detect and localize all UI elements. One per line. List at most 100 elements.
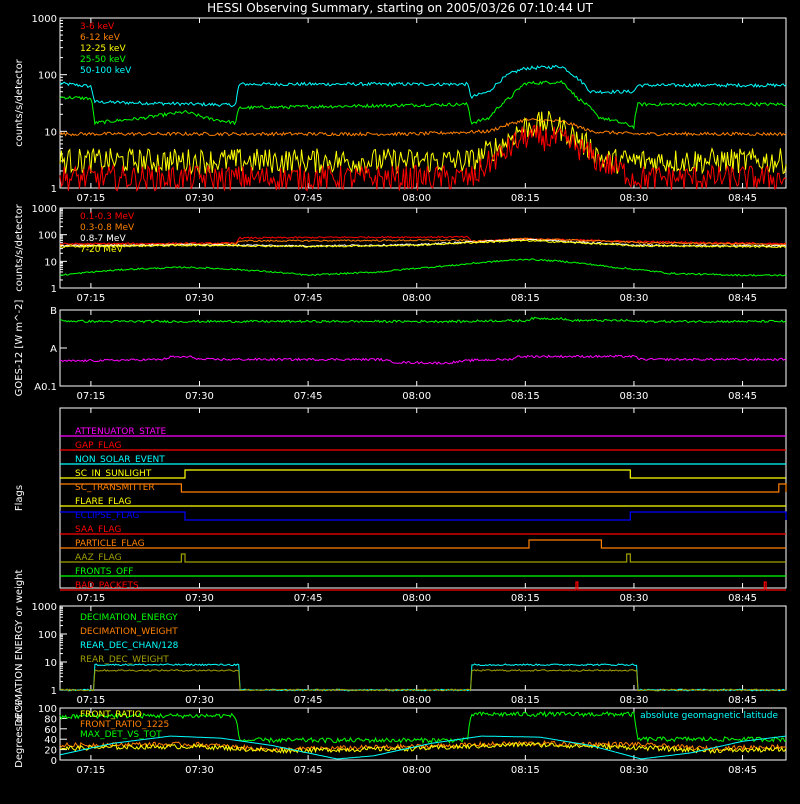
- y-tick-label: 80: [44, 714, 57, 725]
- series-line: [59, 64, 787, 108]
- flag-label: SC_IN_SUNLIGHT: [75, 469, 152, 479]
- series-line: [59, 124, 787, 192]
- x-tick-label: 08:30: [620, 193, 649, 204]
- legend-entry: 3-6 keV: [80, 22, 115, 32]
- x-tick-label: 08:45: [728, 593, 757, 604]
- flag-line: [60, 581, 786, 591]
- y-tick-label: 1000: [32, 602, 57, 613]
- legend-entry: 6-12 keV: [80, 33, 121, 43]
- x-tick-label: 07:15: [76, 193, 105, 204]
- x-tick-label: 07:45: [294, 765, 323, 776]
- y-axis-label: counts/s/detector: [14, 203, 25, 291]
- x-tick-label: 08:00: [402, 593, 431, 604]
- y-tick-label: 1: [51, 686, 57, 697]
- flag-label: ECLIPSE_FLAG: [75, 511, 139, 521]
- series-line: [59, 354, 787, 365]
- series-line: [59, 735, 787, 760]
- x-tick-label: 07:15: [76, 695, 105, 706]
- series-line: [60, 316, 787, 324]
- x-tick-label: 07:45: [294, 293, 323, 304]
- panel-p4: 07:15 07:30 07:45 08:00 08:15 08:30 08:45 Flags…: [14, 407, 787, 604]
- y-tick-label: 100: [38, 630, 57, 641]
- x-tick-label: 07:30: [185, 391, 214, 402]
- legend-entry: DECIMATION_ENERGY: [80, 613, 178, 623]
- flag-line: [60, 511, 787, 521]
- x-tick-label: 08:00: [402, 391, 431, 402]
- x-tick-label: 08:00: [402, 765, 431, 776]
- series-line: [59, 258, 787, 277]
- x-tick-label: 07:45: [294, 391, 323, 402]
- x-tick-label: 08:45: [728, 765, 757, 776]
- flag-label: FLARE_FLAG: [75, 497, 131, 507]
- x-tick-label: 08:45: [728, 695, 757, 706]
- x-tick-label: 08:15: [511, 765, 540, 776]
- legend-entry: REAR_DEC_WEIGHT: [80, 655, 169, 665]
- series-line: [59, 110, 787, 176]
- x-tick-label: 08:15: [511, 193, 540, 204]
- y-tick-label: 1000: [32, 14, 57, 25]
- panel-p5: 07:15 07:30 07:45 08:00 08:15 08:30 08:45 1 10 10…: [14, 569, 787, 726]
- x-tick-label: 08:00: [402, 193, 431, 204]
- y-tick-label: 20: [44, 746, 57, 757]
- y-axis-label: counts/s/detector: [14, 58, 25, 146]
- plot-frame: [59, 407, 787, 589]
- legend-entry: 12-25 keV: [80, 44, 126, 54]
- y-tick-label: 1000: [32, 204, 57, 215]
- series-line: [59, 710, 787, 745]
- y-tick-label: B: [50, 306, 57, 317]
- y-axis-label: GOES-12 [W m^-2]: [14, 300, 25, 397]
- y-tick-label: 1: [51, 284, 57, 295]
- flag-label: PARTICLE_FLAG: [75, 539, 145, 549]
- x-tick-label: 07:30: [185, 193, 214, 204]
- flag-line: [60, 469, 786, 479]
- x-tick-label: 07:15: [76, 593, 105, 604]
- x-tick-label: 07:45: [294, 695, 323, 706]
- y-axis-label: Degrees or %: [14, 700, 25, 768]
- series-line: [59, 741, 787, 755]
- panel-p3: 07:15 07:30 07:45 08:00 08:15 08:30 08:45 B A A0.…: [14, 300, 787, 402]
- x-tick-label: 08:30: [620, 765, 649, 776]
- series-line: [59, 239, 787, 249]
- series-line: [59, 117, 787, 137]
- x-tick-label: 08:15: [511, 695, 540, 706]
- figure-title: HESSI Observing Summary, starting on 200…: [207, 1, 593, 15]
- legend-entry: absolute geomagnetic latitude: [640, 711, 778, 721]
- flag-label: FRONTS_OFF: [75, 567, 133, 577]
- plot-frame: [59, 207, 787, 289]
- x-tick-label: 08:00: [402, 695, 431, 706]
- x-tick-label: 08:45: [728, 193, 757, 204]
- flag-label: BAD_PACKETS: [75, 581, 139, 591]
- y-tick-label: A: [50, 344, 57, 355]
- x-tick-label: 07:30: [185, 293, 214, 304]
- x-tick-label: 07:15: [76, 293, 105, 304]
- flag-label: NON_SOLAR_EVENT: [75, 455, 165, 465]
- panel-p6: 07:15 07:30 07:45 08:00 08:15 08:30 08:45 02040…: [14, 700, 787, 776]
- x-tick-label: 08:30: [620, 593, 649, 604]
- x-tick-label: 07:45: [294, 193, 323, 204]
- flag-label: GAP_FLAG: [75, 441, 121, 451]
- legend-entry: MAX_DET_VS_TOT: [80, 730, 162, 740]
- legend-entry: 25-50 keV: [80, 55, 126, 65]
- y-tick-label: 10: [44, 257, 57, 268]
- x-tick-label: 07:15: [76, 391, 105, 402]
- y-tick-label: 60: [44, 725, 57, 736]
- y-tick-label: 40: [44, 735, 57, 746]
- flag-line: [60, 539, 786, 549]
- x-tick-label: 08:15: [511, 391, 540, 402]
- y-tick-label: 100: [38, 704, 57, 715]
- legend-entry: DECIMATION_WEIGHT: [80, 627, 178, 637]
- x-tick-label: 08:15: [511, 593, 540, 604]
- x-tick-label: 07:15: [76, 765, 105, 776]
- y-tick-label: 10: [44, 127, 57, 138]
- y-axis-label: Flags: [14, 485, 25, 511]
- y-tick-label: 100: [38, 231, 57, 242]
- plot-frame: [59, 17, 787, 189]
- panel-p1: 07:15 07:30 07:45 08:00 08:15 08:30 08:45 1 10 10…: [14, 14, 787, 204]
- x-tick-label: 07:30: [185, 593, 214, 604]
- legend-entry: 7-20 MeV: [80, 245, 124, 255]
- x-tick-label: 07:45: [294, 593, 323, 604]
- flag-line: [60, 483, 787, 493]
- legend-entry: REAR_DEC_CHAN/128: [80, 641, 179, 651]
